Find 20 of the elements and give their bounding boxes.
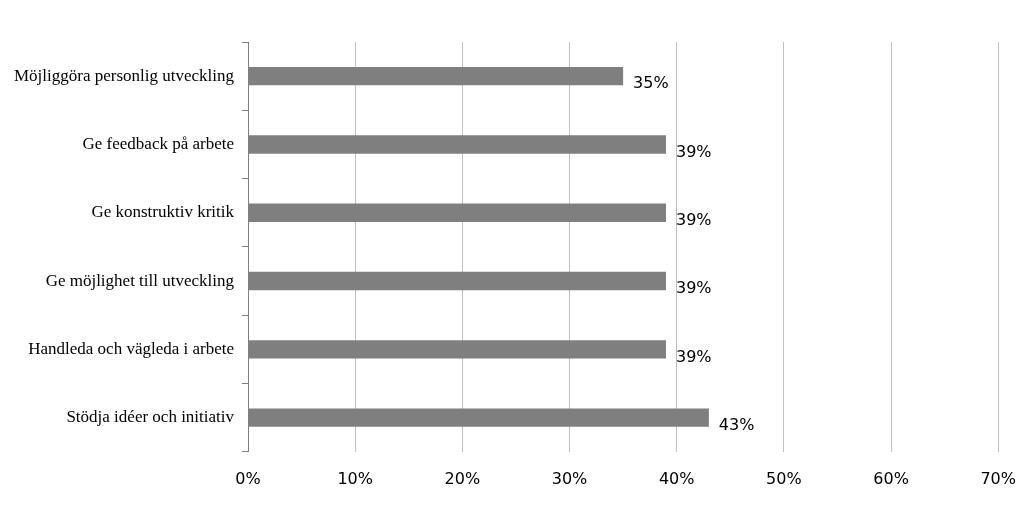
y-tick-label: Ge feedback på arbete bbox=[82, 133, 235, 153]
y-tick-label: Ge möjlighet till utveckling bbox=[45, 270, 235, 290]
data-label: 39% bbox=[675, 346, 712, 366]
x-tick-label: 0% bbox=[235, 468, 261, 488]
x-tick-label: 20% bbox=[444, 468, 481, 488]
x-tick-label: 70% bbox=[980, 468, 1016, 488]
data-label: 39% bbox=[675, 278, 712, 298]
x-tick-label: 10% bbox=[337, 468, 373, 488]
x-tick-label: 60% bbox=[873, 468, 909, 488]
y-tick-label: Stödja idéer och initiativ bbox=[66, 407, 235, 427]
data-label: 39% bbox=[675, 141, 712, 161]
y-tick-label: Möjliggöra personlig utveckling bbox=[13, 65, 235, 85]
data-label: 43% bbox=[718, 414, 755, 434]
x-tick-label: 40% bbox=[658, 468, 695, 488]
data-label: 35% bbox=[633, 73, 669, 93]
y-tick-label: Handleda och vägleda i arbete bbox=[28, 338, 235, 358]
data-label: 39% bbox=[675, 209, 712, 229]
x-tick-label: 30% bbox=[551, 468, 588, 488]
y-tick-label: Ge konstruktiv kritik bbox=[91, 202, 235, 222]
x-tick-label: 50% bbox=[766, 468, 802, 488]
